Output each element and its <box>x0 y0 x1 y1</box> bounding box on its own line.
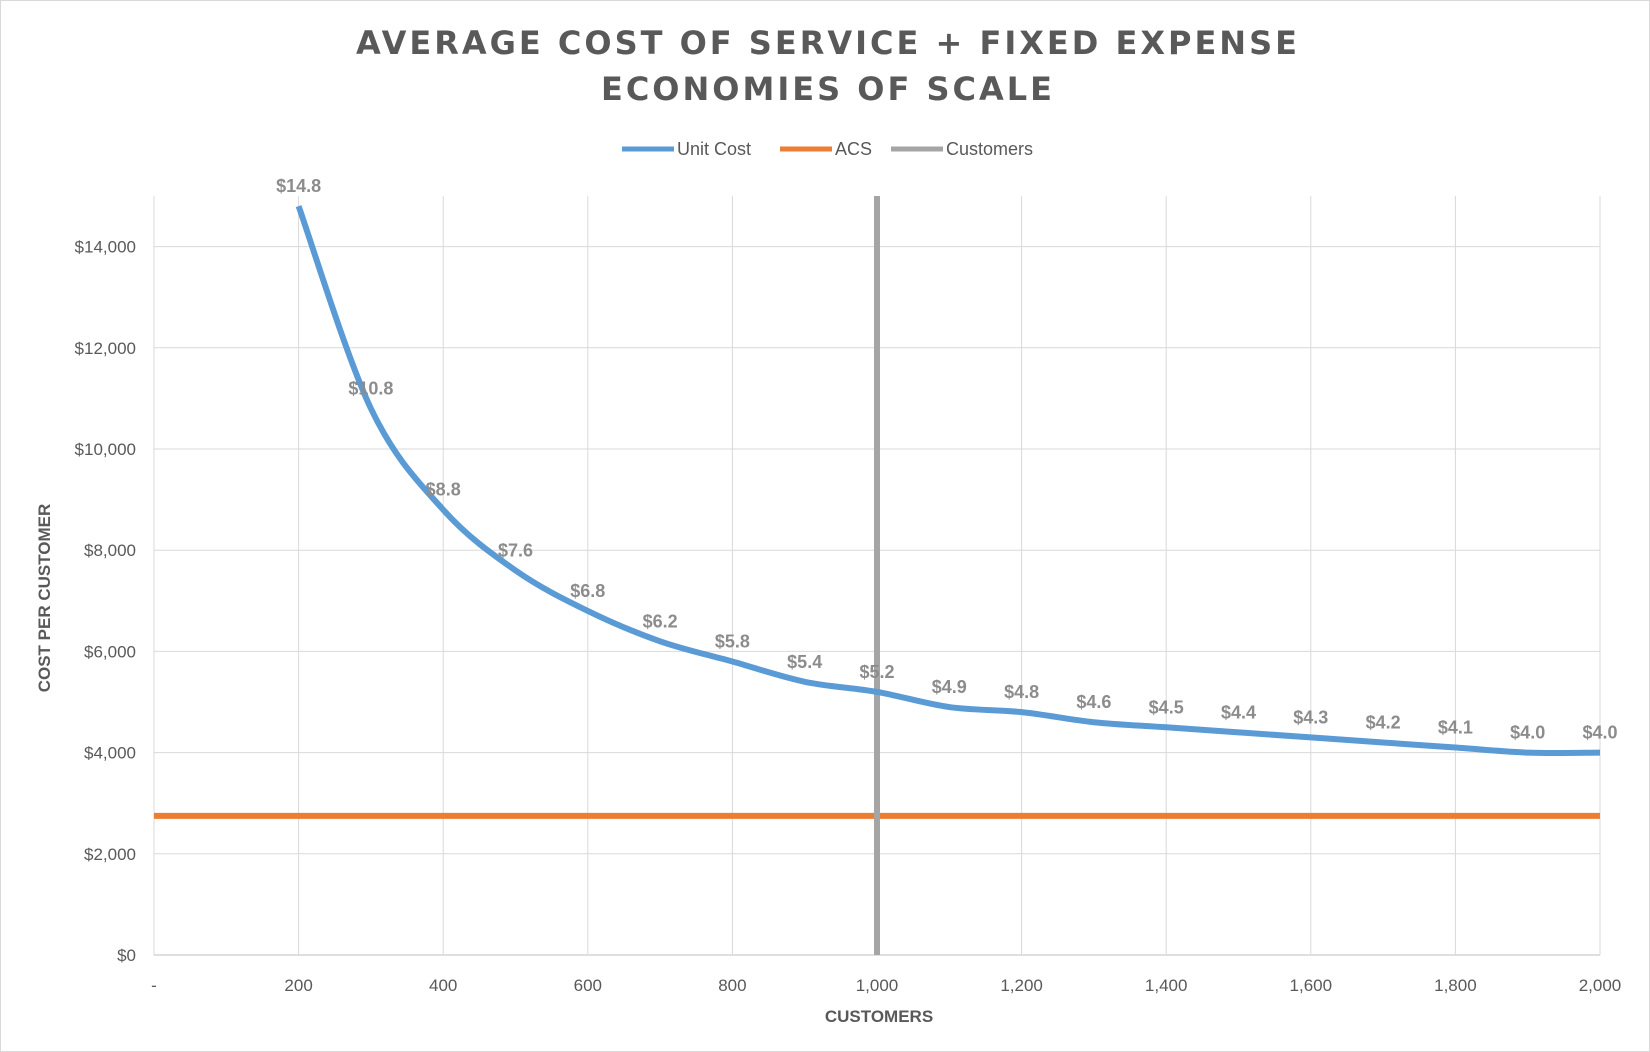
x-tick-label: 200 <box>284 976 312 995</box>
y-axis-ticks: $0 $2,000 $4,000 $6,000 $8,000 $10,000 $12,000… <box>75 238 136 965</box>
chart-title-line-1: AVERAGE COST OF SERVICE + FIXED EXPENSE <box>356 24 1300 62</box>
unit-cost-data-label: $5.8 <box>715 632 750 652</box>
x-axis-title: CUSTOMERS <box>825 1007 933 1026</box>
x-tick-label: 1,000 <box>856 976 899 995</box>
x-tick-label: 400 <box>429 976 457 995</box>
y-tick-label: $8,000 <box>84 541 136 560</box>
y-tick-label: $0 <box>117 946 136 965</box>
unit-cost-data-label: $4.1 <box>1438 718 1473 738</box>
legend-label-acs: ACS <box>835 139 872 159</box>
y-tick-label: $6,000 <box>84 642 136 661</box>
unit-cost-data-label: $4.2 <box>1366 712 1401 732</box>
unit-cost-data-label: $4.0 <box>1582 723 1617 743</box>
unit-cost-data-label: $5.2 <box>859 662 894 682</box>
unit-cost-data-label: $4.0 <box>1510 723 1545 743</box>
y-tick-label: $4,000 <box>84 744 136 763</box>
legend: Unit Cost ACS Customers <box>622 139 1033 159</box>
unit-cost-data-label: $7.6 <box>498 540 533 560</box>
x-tick-label: 800 <box>718 976 746 995</box>
y-axis-title: COST PER CUSTOMER <box>35 504 54 693</box>
data-labels: $14.8 $10.8 $8.8 $7.6 $6.8 $6.2 $5.8 $5.4 $5.2 $4… <box>276 176 1617 742</box>
x-tick-label: 1,400 <box>1145 976 1188 995</box>
chart-title-line-2: ECONOMIES OF SCALE <box>601 70 1055 108</box>
series-layer <box>154 196 1601 955</box>
y-tick-label: $10,000 <box>75 440 136 459</box>
y-tick-label: $12,000 <box>75 339 136 358</box>
unit-cost-data-label: $6.2 <box>643 611 678 631</box>
x-axis-ticks: - 200 400 600 800 1,000 1,200 1,400 1,600 1,800 2,… <box>151 976 1621 995</box>
unit-cost-data-label: $14.8 <box>276 176 321 196</box>
unit-cost-data-label: $8.8 <box>426 480 461 500</box>
unit-cost-data-label: $4.4 <box>1221 702 1256 722</box>
x-tick-label: 1,600 <box>1290 976 1333 995</box>
y-tick-label: $2,000 <box>84 845 136 864</box>
x-tick-label: 1,800 <box>1434 976 1477 995</box>
unit-cost-data-label: $4.3 <box>1293 707 1328 727</box>
unit-cost-data-label: $6.8 <box>570 581 605 601</box>
x-tick-label: - <box>151 976 157 995</box>
unit-cost-data-label: $4.6 <box>1076 692 1111 712</box>
legend-label-customers: Customers <box>946 139 1033 159</box>
x-tick-label: 2,000 <box>1579 976 1622 995</box>
unit-cost-data-label: $10.8 <box>348 379 393 399</box>
y-tick-label: $14,000 <box>75 238 136 257</box>
series-unit-cost-line <box>295 205 1601 756</box>
legend-label-unit-cost: Unit Cost <box>677 139 751 159</box>
unit-cost-data-label: $4.8 <box>1004 682 1039 702</box>
x-tick-label: 600 <box>574 976 602 995</box>
unit-cost-data-label: $5.4 <box>787 652 822 672</box>
unit-cost-data-label: $4.5 <box>1149 697 1184 717</box>
unit-cost-data-label: $4.9 <box>932 677 967 697</box>
x-tick-label: 1,200 <box>1000 976 1043 995</box>
